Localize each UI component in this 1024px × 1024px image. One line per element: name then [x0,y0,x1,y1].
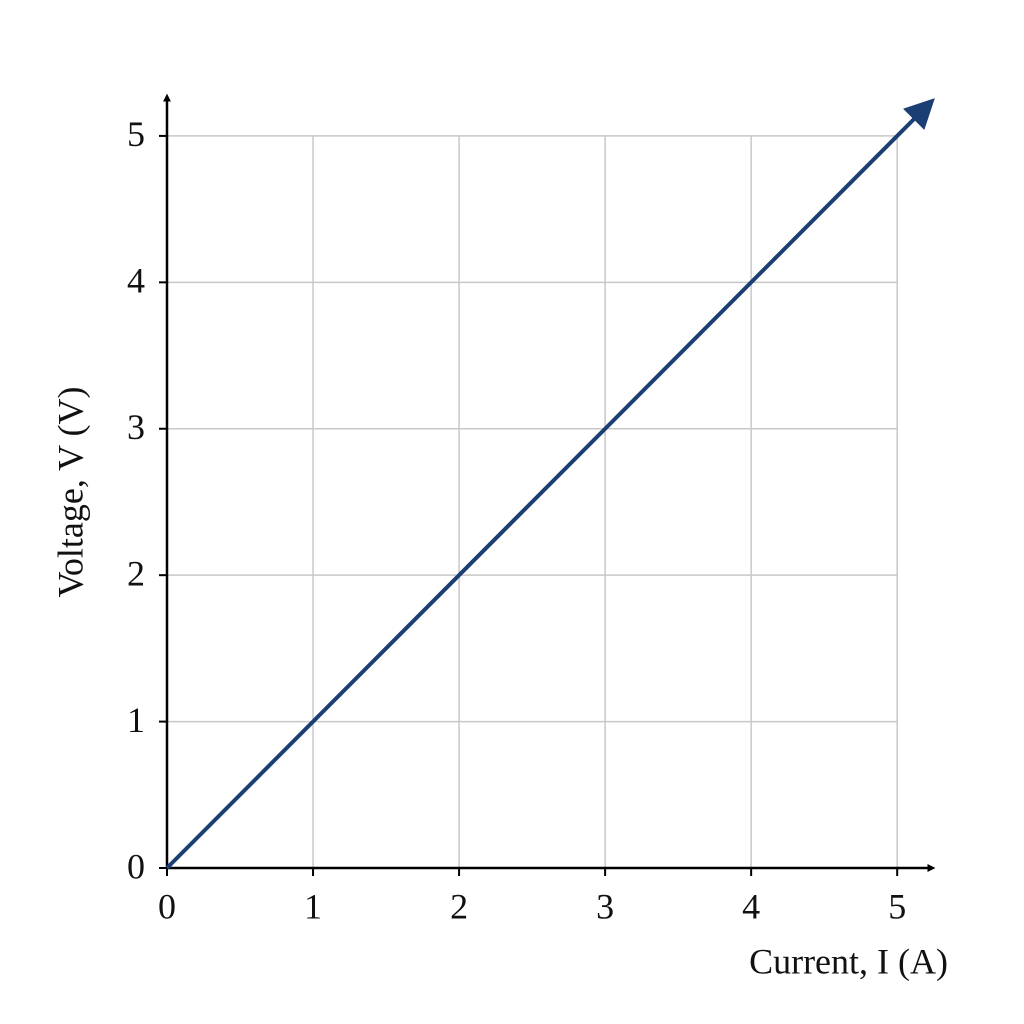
y-tick-label: 4 [127,261,145,301]
y-tick-label: 2 [127,553,145,593]
x-tick-label: 4 [742,886,760,926]
grid [166,135,898,869]
x-tick-label: 5 [888,886,906,926]
y-axis-label: Voltage, V (V) [50,387,90,598]
x-tick-label: 3 [596,886,614,926]
line [165,98,935,870]
y-tick-label: 1 [127,700,145,740]
x-tick-label: 1 [304,886,322,926]
y-tick-label: 5 [127,114,145,154]
x-axis-label: Current, I (A) [749,941,948,981]
y-tick-label: 3 [127,407,145,447]
y-tick-label: 0 [127,846,145,886]
x-tick-label: 2 [450,886,468,926]
x-tick-label: 0 [158,886,176,926]
